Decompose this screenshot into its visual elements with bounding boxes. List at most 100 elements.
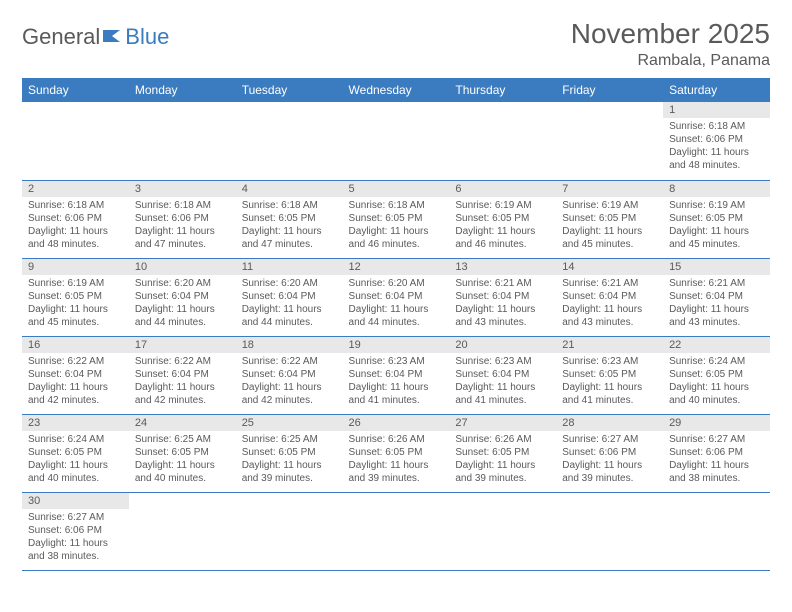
sunset-text: Sunset: 6:06 PM bbox=[28, 524, 123, 537]
sunset-text: Sunset: 6:04 PM bbox=[242, 290, 337, 303]
sunset-text: Sunset: 6:04 PM bbox=[455, 290, 550, 303]
weekday-header: Friday bbox=[556, 78, 663, 102]
daylight-line2: and 44 minutes. bbox=[349, 316, 444, 329]
sunset-text: Sunset: 6:04 PM bbox=[455, 368, 550, 381]
sunrise-text: Sunrise: 6:23 AM bbox=[562, 355, 657, 368]
day-body: Sunrise: 6:22 AMSunset: 6:04 PMDaylight:… bbox=[236, 353, 343, 411]
day-number: 1 bbox=[663, 102, 770, 118]
calendar-cell bbox=[343, 102, 450, 180]
day-body: Sunrise: 6:23 AMSunset: 6:04 PMDaylight:… bbox=[343, 353, 450, 411]
flag-icon bbox=[102, 28, 124, 44]
calendar-cell: 25Sunrise: 6:25 AMSunset: 6:05 PMDayligh… bbox=[236, 414, 343, 492]
calendar-cell: 23Sunrise: 6:24 AMSunset: 6:05 PMDayligh… bbox=[22, 414, 129, 492]
calendar-cell: 18Sunrise: 6:22 AMSunset: 6:04 PMDayligh… bbox=[236, 336, 343, 414]
day-number: 5 bbox=[343, 181, 450, 197]
day-body: Sunrise: 6:19 AMSunset: 6:05 PMDaylight:… bbox=[22, 275, 129, 333]
sunrise-text: Sunrise: 6:20 AM bbox=[349, 277, 444, 290]
sunrise-text: Sunrise: 6:26 AM bbox=[349, 433, 444, 446]
day-number: 18 bbox=[236, 337, 343, 353]
day-body: Sunrise: 6:18 AMSunset: 6:06 PMDaylight:… bbox=[22, 197, 129, 255]
location: Rambala, Panama bbox=[571, 52, 770, 70]
day-body: Sunrise: 6:18 AMSunset: 6:06 PMDaylight:… bbox=[129, 197, 236, 255]
calendar-week-row: 9Sunrise: 6:19 AMSunset: 6:05 PMDaylight… bbox=[22, 258, 770, 336]
day-body: Sunrise: 6:18 AMSunset: 6:05 PMDaylight:… bbox=[343, 197, 450, 255]
daylight-line1: Daylight: 11 hours bbox=[28, 225, 123, 238]
calendar-cell bbox=[129, 102, 236, 180]
day-number: 16 bbox=[22, 337, 129, 353]
daylight-line2: and 42 minutes. bbox=[242, 394, 337, 407]
daylight-line2: and 40 minutes. bbox=[669, 394, 764, 407]
calendar-cell: 19Sunrise: 6:23 AMSunset: 6:04 PMDayligh… bbox=[343, 336, 450, 414]
day-body: Sunrise: 6:20 AMSunset: 6:04 PMDaylight:… bbox=[129, 275, 236, 333]
day-body: Sunrise: 6:23 AMSunset: 6:04 PMDaylight:… bbox=[449, 353, 556, 411]
daylight-line1: Daylight: 11 hours bbox=[669, 381, 764, 394]
day-number: 28 bbox=[556, 415, 663, 431]
calendar-table: Sunday Monday Tuesday Wednesday Thursday… bbox=[22, 78, 770, 571]
day-body: Sunrise: 6:18 AMSunset: 6:05 PMDaylight:… bbox=[236, 197, 343, 255]
daylight-line1: Daylight: 11 hours bbox=[562, 459, 657, 472]
daylight-line2: and 41 minutes. bbox=[455, 394, 550, 407]
day-number: 19 bbox=[343, 337, 450, 353]
sunset-text: Sunset: 6:05 PM bbox=[562, 212, 657, 225]
daylight-line1: Daylight: 11 hours bbox=[669, 303, 764, 316]
day-number: 30 bbox=[22, 493, 129, 509]
daylight-line1: Daylight: 11 hours bbox=[562, 225, 657, 238]
day-number: 6 bbox=[449, 181, 556, 197]
day-body: Sunrise: 6:25 AMSunset: 6:05 PMDaylight:… bbox=[129, 431, 236, 489]
sunset-text: Sunset: 6:04 PM bbox=[669, 290, 764, 303]
sunset-text: Sunset: 6:05 PM bbox=[242, 446, 337, 459]
daylight-line2: and 47 minutes. bbox=[135, 238, 230, 251]
daylight-line2: and 44 minutes. bbox=[242, 316, 337, 329]
day-body: Sunrise: 6:24 AMSunset: 6:05 PMDaylight:… bbox=[22, 431, 129, 489]
day-number: 12 bbox=[343, 259, 450, 275]
sunset-text: Sunset: 6:04 PM bbox=[242, 368, 337, 381]
sunset-text: Sunset: 6:06 PM bbox=[135, 212, 230, 225]
daylight-line1: Daylight: 11 hours bbox=[562, 303, 657, 316]
weekday-header: Monday bbox=[129, 78, 236, 102]
day-body: Sunrise: 6:19 AMSunset: 6:05 PMDaylight:… bbox=[449, 197, 556, 255]
sunrise-text: Sunrise: 6:20 AM bbox=[135, 277, 230, 290]
page-root: General Blue November 2025 Rambala, Pana… bbox=[0, 0, 792, 589]
day-number: 24 bbox=[129, 415, 236, 431]
sunset-text: Sunset: 6:05 PM bbox=[455, 446, 550, 459]
sunset-text: Sunset: 6:04 PM bbox=[28, 368, 123, 381]
weekday-header: Saturday bbox=[663, 78, 770, 102]
sunrise-text: Sunrise: 6:25 AM bbox=[135, 433, 230, 446]
calendar-cell: 22Sunrise: 6:24 AMSunset: 6:05 PMDayligh… bbox=[663, 336, 770, 414]
day-number: 8 bbox=[663, 181, 770, 197]
daylight-line1: Daylight: 11 hours bbox=[28, 537, 123, 550]
logo-text-2: Blue bbox=[125, 24, 169, 50]
daylight-line2: and 47 minutes. bbox=[242, 238, 337, 251]
calendar-cell: 27Sunrise: 6:26 AMSunset: 6:05 PMDayligh… bbox=[449, 414, 556, 492]
day-body: Sunrise: 6:27 AMSunset: 6:06 PMDaylight:… bbox=[663, 431, 770, 489]
sunrise-text: Sunrise: 6:21 AM bbox=[455, 277, 550, 290]
sunset-text: Sunset: 6:06 PM bbox=[669, 133, 764, 146]
calendar-cell: 17Sunrise: 6:22 AMSunset: 6:04 PMDayligh… bbox=[129, 336, 236, 414]
calendar-cell bbox=[449, 492, 556, 570]
calendar-cell: 3Sunrise: 6:18 AMSunset: 6:06 PMDaylight… bbox=[129, 180, 236, 258]
sunset-text: Sunset: 6:05 PM bbox=[242, 212, 337, 225]
daylight-line1: Daylight: 11 hours bbox=[242, 225, 337, 238]
daylight-line2: and 48 minutes. bbox=[28, 238, 123, 251]
weekday-header-row: Sunday Monday Tuesday Wednesday Thursday… bbox=[22, 78, 770, 102]
sunset-text: Sunset: 6:04 PM bbox=[349, 368, 444, 381]
sunrise-text: Sunrise: 6:22 AM bbox=[242, 355, 337, 368]
daylight-line1: Daylight: 11 hours bbox=[349, 381, 444, 394]
daylight-line1: Daylight: 11 hours bbox=[455, 381, 550, 394]
daylight-line1: Daylight: 11 hours bbox=[669, 225, 764, 238]
daylight-line1: Daylight: 11 hours bbox=[669, 459, 764, 472]
daylight-line2: and 43 minutes. bbox=[562, 316, 657, 329]
day-body: Sunrise: 6:26 AMSunset: 6:05 PMDaylight:… bbox=[343, 431, 450, 489]
day-number: 17 bbox=[129, 337, 236, 353]
calendar-cell: 6Sunrise: 6:19 AMSunset: 6:05 PMDaylight… bbox=[449, 180, 556, 258]
calendar-week-row: 2Sunrise: 6:18 AMSunset: 6:06 PMDaylight… bbox=[22, 180, 770, 258]
calendar-cell bbox=[129, 492, 236, 570]
daylight-line2: and 38 minutes. bbox=[28, 550, 123, 563]
calendar-cell: 26Sunrise: 6:26 AMSunset: 6:05 PMDayligh… bbox=[343, 414, 450, 492]
logo: General Blue bbox=[22, 18, 169, 50]
day-number: 13 bbox=[449, 259, 556, 275]
day-body: Sunrise: 6:24 AMSunset: 6:05 PMDaylight:… bbox=[663, 353, 770, 411]
day-body: Sunrise: 6:21 AMSunset: 6:04 PMDaylight:… bbox=[449, 275, 556, 333]
day-number: 11 bbox=[236, 259, 343, 275]
day-number: 15 bbox=[663, 259, 770, 275]
